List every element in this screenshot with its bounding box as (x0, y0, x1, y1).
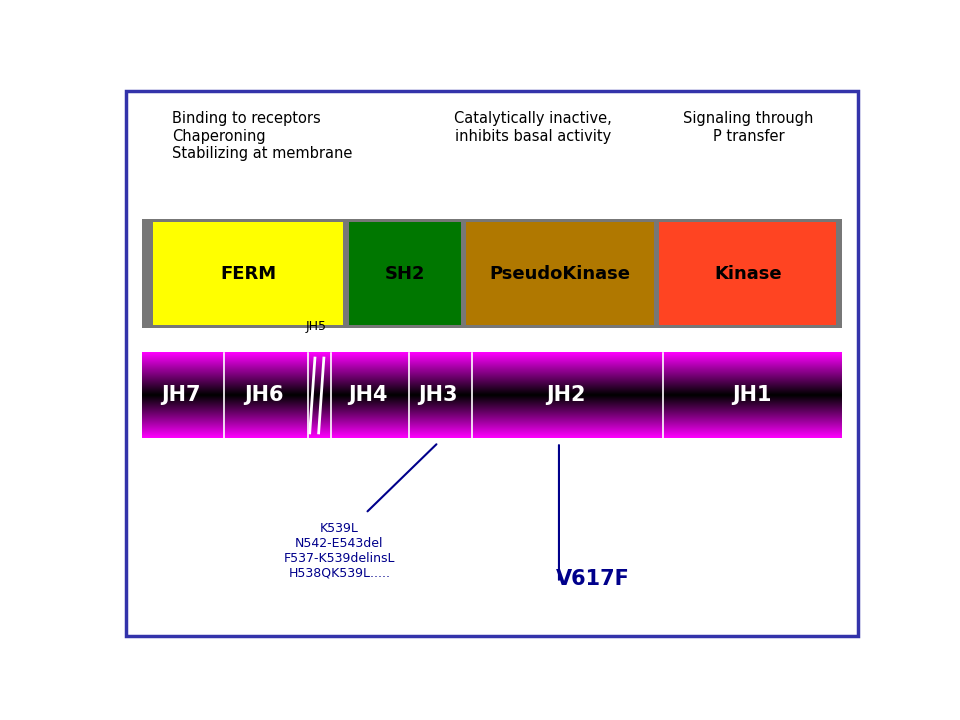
Text: JH4: JH4 (348, 385, 388, 405)
Text: Kinase: Kinase (714, 264, 781, 282)
Bar (466, 222, 654, 325)
Text: JH5: JH5 (305, 320, 326, 333)
Bar (153, 222, 344, 325)
Text: FERM: FERM (220, 264, 276, 282)
Text: Binding to receptors
Chaperoning
Stabilizing at membrane: Binding to receptors Chaperoning Stabili… (172, 112, 352, 161)
Bar (660, 222, 836, 325)
Text: JH3: JH3 (419, 385, 458, 405)
Bar (349, 222, 461, 325)
Text: JH2: JH2 (546, 385, 586, 405)
Text: JH7: JH7 (161, 385, 202, 405)
Text: V617F: V617F (556, 569, 630, 589)
Text: JH6: JH6 (245, 385, 284, 405)
Text: Catalytically inactive,
inhibits basal activity: Catalytically inactive, inhibits basal a… (454, 112, 612, 144)
Text: Signaling through
P transfer: Signaling through P transfer (684, 112, 814, 144)
Text: PseudoKinase: PseudoKinase (490, 264, 631, 282)
Text: SH2: SH2 (385, 264, 425, 282)
Bar (142, 220, 842, 328)
Text: K539L
N542-E543del
F537-K539delinsL
H538QK539L.....: K539L N542-E543del F537-K539delinsL H538… (284, 521, 396, 580)
Text: JH1: JH1 (732, 385, 772, 405)
